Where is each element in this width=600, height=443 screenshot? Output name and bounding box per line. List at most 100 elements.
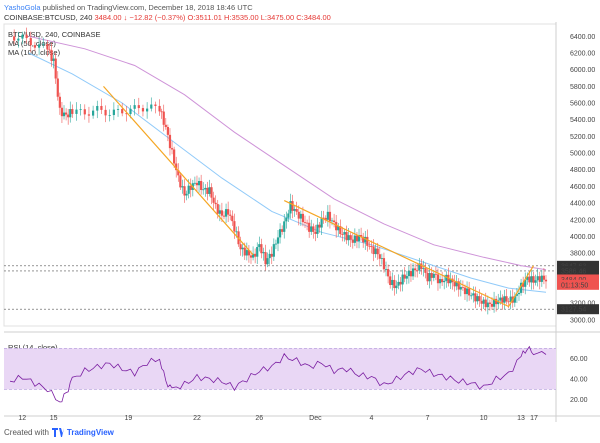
candle-body (542, 275, 546, 280)
candle-body (335, 222, 338, 231)
candle-body (366, 236, 369, 246)
candle-body (308, 222, 311, 232)
candle-body (79, 109, 82, 111)
candle-body (285, 217, 288, 222)
candle-body (243, 247, 246, 256)
tradingview-logo-icon (51, 428, 64, 437)
time-tick-label: 26 (255, 415, 263, 422)
candle-body (488, 302, 492, 304)
candle-body (216, 204, 219, 214)
candle-body (332, 220, 336, 223)
candle-body (515, 294, 519, 296)
price-tag (557, 274, 599, 285)
candle-body (420, 263, 423, 270)
candle-body (48, 49, 51, 51)
candle-body (83, 109, 86, 115)
candle-body (355, 235, 359, 242)
price-pane: 3000.003200.003400.003600.003800.004000.… (3, 22, 599, 422)
candle-body (538, 276, 541, 282)
time-tick-label: 12 (18, 415, 26, 422)
candle-body (46, 43, 49, 50)
candle-body (104, 109, 107, 116)
candle-body (397, 281, 400, 286)
candle-body (175, 163, 178, 171)
candle-body (322, 217, 325, 219)
open-value: O:3511.01 (187, 13, 222, 22)
candle-body (455, 281, 458, 287)
candle-body (463, 287, 467, 295)
candle-body (133, 105, 136, 109)
candle-body (197, 181, 201, 186)
candle-body (414, 268, 417, 271)
trendline (103, 85, 254, 256)
candle-body (349, 235, 352, 240)
candle-body (278, 229, 282, 238)
candle-body (484, 299, 487, 308)
candle-body (305, 222, 309, 224)
candle-body (532, 276, 535, 283)
rsi-tick-label: 40.00 (570, 377, 588, 384)
candle-body (424, 268, 427, 273)
candle-body (391, 279, 394, 286)
candle-body (92, 110, 95, 116)
candle-body (245, 250, 248, 256)
candle-body (418, 263, 421, 271)
price-tag-label: 3586.46 (561, 268, 586, 275)
candle-body (125, 113, 128, 115)
candle-body (69, 109, 72, 118)
candle-body (436, 274, 440, 284)
price-tick-label: 3000.00 (570, 317, 595, 324)
candle-body (71, 109, 74, 114)
candle-body (337, 226, 340, 231)
candle-body (222, 215, 226, 217)
candle-body (526, 276, 529, 280)
candle-body (42, 43, 45, 45)
price-tick-label: 5400.00 (570, 117, 595, 124)
time-tick-label: 22 (193, 415, 201, 422)
candle-body (218, 210, 221, 214)
candle-body (316, 224, 319, 234)
price-tick-label: 4200.00 (570, 217, 595, 224)
author-link[interactable]: YashoGola (4, 3, 41, 12)
candle-body (249, 255, 253, 258)
price-tick-label: 6200.00 (570, 51, 595, 58)
candle-body (251, 253, 255, 258)
candle-body (432, 273, 435, 278)
candle-body (326, 211, 329, 220)
candle-body (360, 235, 363, 237)
price-tag-label: 01:13:50 (561, 282, 588, 289)
candle-body (146, 108, 149, 112)
legend-ma50[interactable]: MA (50, close) (8, 39, 56, 48)
candle-body (185, 193, 188, 196)
legend-rsi[interactable]: RSI (14, close) (8, 343, 58, 352)
candle-body (393, 279, 396, 289)
candle-body (241, 247, 244, 250)
price-change: 3484.00 ↓ −12.82 (−0.37%) (94, 13, 186, 22)
price-tick-label: 5600.00 (570, 101, 595, 108)
candle-body (430, 273, 433, 278)
chart-canvas[interactable]: 3000.003200.003400.003600.003800.004000.… (0, 22, 600, 426)
candle-body (195, 182, 199, 186)
tradingview-brand[interactable]: TradingView (66, 428, 114, 437)
candle-body (37, 44, 41, 48)
candle-body (189, 185, 192, 190)
candle-body (293, 209, 296, 211)
candle-body (170, 148, 174, 150)
candle-body (497, 300, 500, 305)
footer: Created with TradingView (4, 428, 114, 437)
candle-body (376, 248, 379, 255)
created-with-text: Created with (4, 428, 49, 437)
legend-ma100[interactable]: MA (100, close) (8, 48, 61, 57)
candle-body (314, 231, 317, 234)
candle-body (295, 209, 298, 212)
candle-body (297, 211, 300, 219)
candle-body (162, 111, 165, 125)
candle-body (368, 245, 371, 247)
candle-body (490, 303, 494, 307)
candle-body (264, 252, 267, 265)
candle-body (357, 235, 361, 242)
price-tag (557, 279, 599, 290)
symbol-label: COINBASE:BTCUSD, 240 (4, 13, 93, 22)
candle-body (108, 115, 111, 116)
candle-body (129, 108, 132, 115)
